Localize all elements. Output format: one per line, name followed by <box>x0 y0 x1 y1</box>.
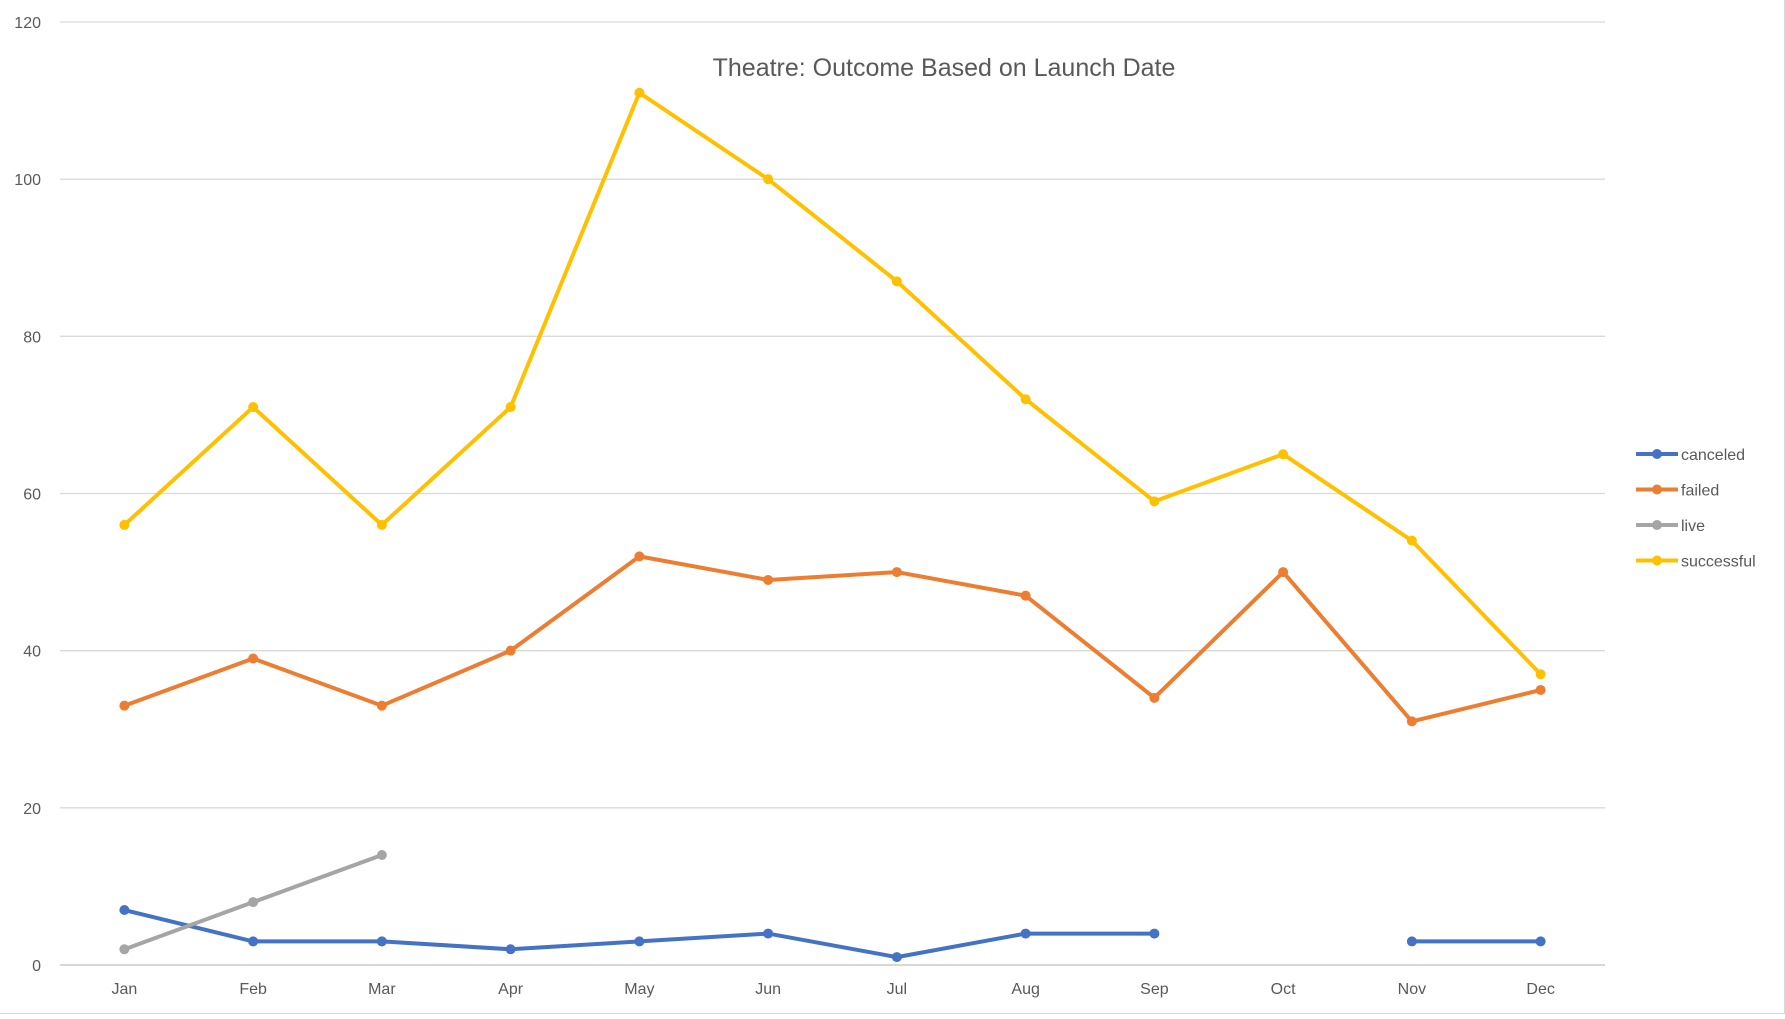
y-tick-label: 0 <box>32 958 41 975</box>
data-point-canceled <box>763 928 774 939</box>
x-axis-tick-labels: Jan Feb Mar Apr May Jun Jul Aug Sep Oct Nov Dec <box>111 981 1554 998</box>
series-line-canceled <box>122 907 1157 960</box>
legend-item-canceled: canceled <box>1636 447 1745 464</box>
legend-swatch-marker <box>1652 555 1662 566</box>
legend: canceled failed live successful <box>1636 447 1756 571</box>
data-point-canceled <box>1020 928 1031 939</box>
gridlines <box>60 21 1605 966</box>
series-line-successful <box>122 90 1543 677</box>
y-tick-label: 80 <box>23 329 41 346</box>
x-tick-label: Feb <box>239 981 267 998</box>
legend-swatch-marker <box>1652 520 1662 530</box>
data-point-successful <box>1278 449 1289 460</box>
data-point-live <box>119 944 130 955</box>
data-point-successful <box>1406 535 1417 546</box>
series-live <box>119 849 387 955</box>
y-tick-label: 40 <box>23 644 41 661</box>
series-successful <box>119 87 1546 680</box>
data-point-failed <box>634 551 645 562</box>
series-line-failed <box>122 554 1543 724</box>
data-point-successful <box>505 402 516 413</box>
legend-label: failed <box>1681 483 1719 500</box>
x-tick-label: Mar <box>368 981 396 998</box>
data-point-failed <box>1020 590 1031 601</box>
data-point-canceled <box>1406 936 1417 947</box>
x-tick-label: Jan <box>111 981 137 998</box>
data-point-failed <box>1406 716 1417 727</box>
x-tick-label: Jun <box>755 981 781 998</box>
chart-title: Theatre: Outcome Based on Launch Date <box>713 54 1176 82</box>
x-tick-label: Apr <box>498 981 524 998</box>
data-point-successful <box>376 519 387 530</box>
legend-label: live <box>1681 518 1705 535</box>
data-point-successful <box>1149 496 1160 507</box>
x-tick-label: Aug <box>1011 981 1039 998</box>
data-point-successful <box>891 276 902 287</box>
data-point-failed <box>891 567 902 578</box>
data-point-live <box>376 849 387 860</box>
data-point-canceled <box>891 952 902 963</box>
legend-item-live: live <box>1636 518 1705 535</box>
data-point-successful <box>248 402 259 413</box>
x-tick-label: Oct <box>1271 981 1296 998</box>
data-point-successful <box>1020 394 1031 405</box>
data-point-failed <box>1149 692 1160 703</box>
data-point-canceled <box>505 944 516 955</box>
data-point-successful <box>1535 669 1546 680</box>
data-point-canceled <box>1149 928 1160 939</box>
x-tick-label: Sep <box>1140 981 1169 998</box>
x-tick-label: Jul <box>887 981 907 998</box>
data-point-failed <box>248 653 259 664</box>
y-tick-label: 20 <box>23 801 41 818</box>
y-tick-label: 120 <box>14 15 41 32</box>
x-tick-label: May <box>624 981 654 998</box>
legend-label: canceled <box>1681 447 1745 464</box>
data-point-failed <box>763 574 774 585</box>
data-point-canceled <box>119 904 130 915</box>
y-tick-label: 100 <box>14 172 41 189</box>
data-point-canceled <box>376 936 387 947</box>
legend-swatch-marker <box>1652 484 1662 495</box>
series-canceled <box>119 904 1546 963</box>
data-point-canceled <box>1535 936 1546 947</box>
legend-item-failed: failed <box>1636 483 1719 500</box>
legend-swatch-marker <box>1652 449 1662 459</box>
data-point-live <box>248 897 259 908</box>
series-failed <box>119 551 1546 727</box>
y-axis-tick-labels: 0 20 40 60 80 100 120 <box>14 15 41 975</box>
data-point-failed <box>505 645 516 656</box>
data-point-canceled <box>248 936 259 947</box>
y-tick-label: 60 <box>23 487 41 504</box>
data-point-canceled <box>634 936 645 947</box>
x-tick-label: Dec <box>1526 981 1554 998</box>
legend-label: successful <box>1681 554 1756 571</box>
series-lines <box>119 87 1546 963</box>
data-point-failed <box>376 700 387 711</box>
data-point-successful <box>634 87 645 98</box>
data-point-successful <box>763 174 774 185</box>
data-point-failed <box>1535 684 1546 695</box>
legend-item-successful: successful <box>1636 554 1756 571</box>
data-point-failed <box>1278 567 1289 578</box>
x-tick-label: Nov <box>1398 981 1426 998</box>
data-point-failed <box>119 700 130 711</box>
data-point-successful <box>119 519 130 530</box>
